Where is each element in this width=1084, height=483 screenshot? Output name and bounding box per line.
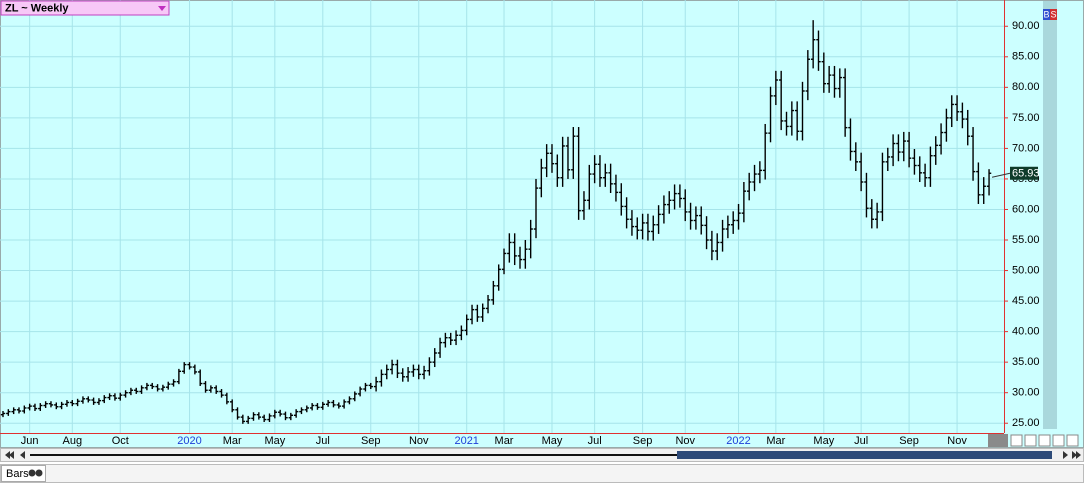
y-tick-label: 75.00 [1012, 112, 1040, 124]
x-tick-label: Sep [633, 435, 653, 447]
buy-button[interactable] [1043, 9, 1050, 20]
x-tick-label: Nov [675, 435, 695, 447]
nav-button[interactable] [1052, 434, 1065, 447]
y-tick-label: 50.00 [1012, 264, 1040, 276]
y-tick-label: 70.00 [1012, 142, 1040, 154]
time-end-box [988, 434, 1008, 447]
y-tick-label: 25.00 [1012, 417, 1040, 429]
buy-label: B [1043, 9, 1049, 19]
right-strip [1043, 1, 1057, 429]
x-tick-label: Aug [63, 435, 83, 447]
dropdown-arrow[interactable] [158, 6, 166, 11]
nav-button[interactable] [1024, 434, 1037, 447]
y-tick-label: 35.00 [1012, 356, 1040, 368]
y-tick-label: 90.00 [1012, 20, 1040, 32]
nav-button[interactable] [1010, 434, 1023, 447]
sell-label: S [1050, 9, 1056, 19]
x-tick-label: Mar [495, 435, 514, 447]
x-tick-label: Jul [588, 435, 602, 447]
plot-bg [0, 0, 1084, 448]
nav-button[interactable] [1066, 434, 1079, 447]
y-tick-label: 60.00 [1012, 203, 1040, 215]
x-tick-label: Jul [316, 435, 330, 447]
last-price-box [1010, 166, 1038, 180]
chart-title: ZL ~ Weekly [5, 2, 69, 14]
scroll-right[interactable] [1063, 451, 1068, 459]
last-price-connector [991, 172, 1011, 178]
x-tick-label: May [542, 435, 563, 447]
x-tick-label: Nov [947, 435, 967, 447]
x-tick-label: Oct [112, 435, 129, 447]
x-tick-label: Mar [223, 435, 242, 447]
x-tick-label: Mar [766, 435, 785, 447]
y-tick-label: 40.00 [1012, 326, 1040, 338]
y-tick-label: 80.00 [1012, 81, 1040, 93]
x-tick-label: Sep [361, 435, 381, 447]
x-tick-label: Sep [899, 435, 919, 447]
scroll-start[interactable] [5, 451, 14, 459]
x-tick-label: Jun [21, 435, 39, 447]
glasses-icon[interactable] [28, 469, 43, 477]
mode-label: Bars [6, 468, 29, 480]
x-tick-label: May [264, 435, 285, 447]
x-tick-label: Nov [409, 435, 429, 447]
y-tick-label: 45.00 [1012, 295, 1040, 307]
y-tick-label: 85.00 [1012, 51, 1040, 63]
x-tick-label: 2021 [454, 435, 478, 447]
scroll-end[interactable] [1072, 451, 1081, 459]
x-tick-label: May [813, 435, 834, 447]
symbol-menu[interactable] [0, 0, 170, 16]
last-price-label: 65.93 [1012, 168, 1040, 180]
scroll-left[interactable] [20, 451, 25, 459]
y-tick-label: 30.00 [1012, 387, 1040, 399]
x-tick-label: Jul [854, 435, 868, 447]
y-tick-label: 55.00 [1012, 234, 1040, 246]
mode-tab[interactable] [1, 465, 46, 482]
x-tick-label: 2022 [726, 435, 750, 447]
nav-button[interactable] [1038, 434, 1051, 447]
scroll-thumb[interactable] [677, 451, 1052, 459]
nav-buttons [1010, 434, 1079, 447]
sell-button[interactable] [1050, 9, 1057, 20]
status-bar [0, 464, 1084, 483]
x-tick-label: 2020 [177, 435, 201, 447]
